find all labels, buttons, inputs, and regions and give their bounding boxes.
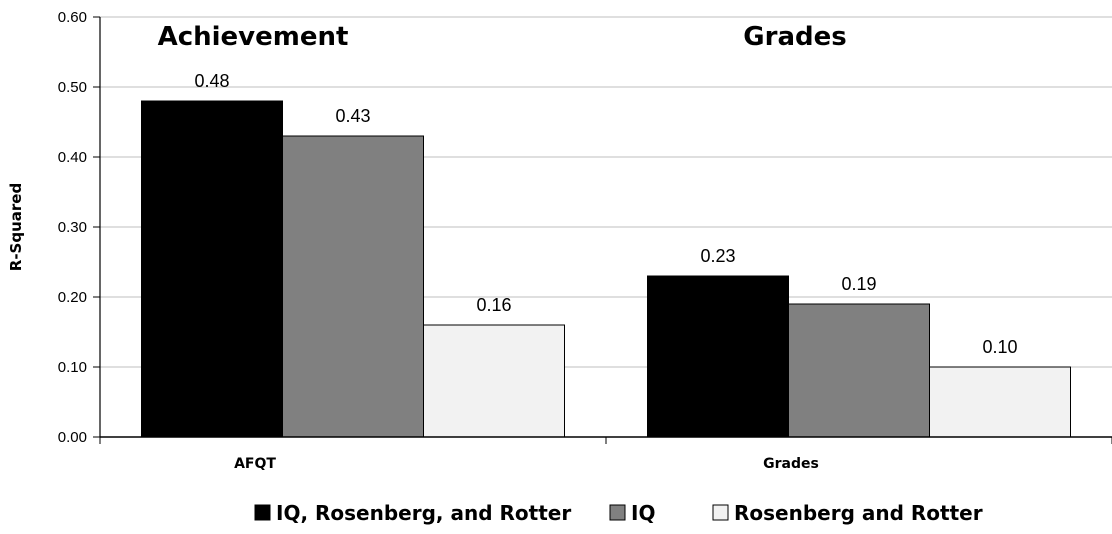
bar xyxy=(929,366,1071,438)
legend-swatch xyxy=(254,504,271,521)
bar xyxy=(647,275,789,438)
panel-title: Achievement xyxy=(158,22,349,52)
y-axis-label: R-Squared xyxy=(7,183,25,271)
y-tick-label: 0.10 xyxy=(58,359,87,376)
legend-label: IQ, Rosenberg, and Rotter xyxy=(276,501,571,525)
data-label: 0.16 xyxy=(476,295,511,315)
data-label: 0.43 xyxy=(335,106,370,126)
bar xyxy=(788,303,930,438)
bar xyxy=(282,135,424,438)
y-tick-label: 0.30 xyxy=(58,219,87,236)
legend-label: IQ xyxy=(631,501,655,525)
y-tick-label: 0.60 xyxy=(58,9,87,26)
x-category-label: AFQT xyxy=(234,456,276,472)
data-label: 0.19 xyxy=(841,274,876,294)
x-category-label: Grades xyxy=(763,456,819,472)
y-tick-label: 0.00 xyxy=(58,429,87,446)
y-tick-label: 0.50 xyxy=(58,79,87,96)
y-tick-label: 0.20 xyxy=(58,289,87,306)
legend-label: Rosenberg and Rotter xyxy=(734,501,983,525)
data-label: 0.48 xyxy=(194,71,229,91)
bar xyxy=(141,100,283,438)
legend-swatch xyxy=(609,504,626,521)
data-label: 0.10 xyxy=(982,337,1017,357)
y-tick-label: 0.40 xyxy=(58,149,87,166)
legend-swatch xyxy=(712,504,729,521)
data-label: 0.23 xyxy=(700,246,735,266)
bar xyxy=(423,324,565,438)
panel-title: Grades xyxy=(743,22,846,52)
